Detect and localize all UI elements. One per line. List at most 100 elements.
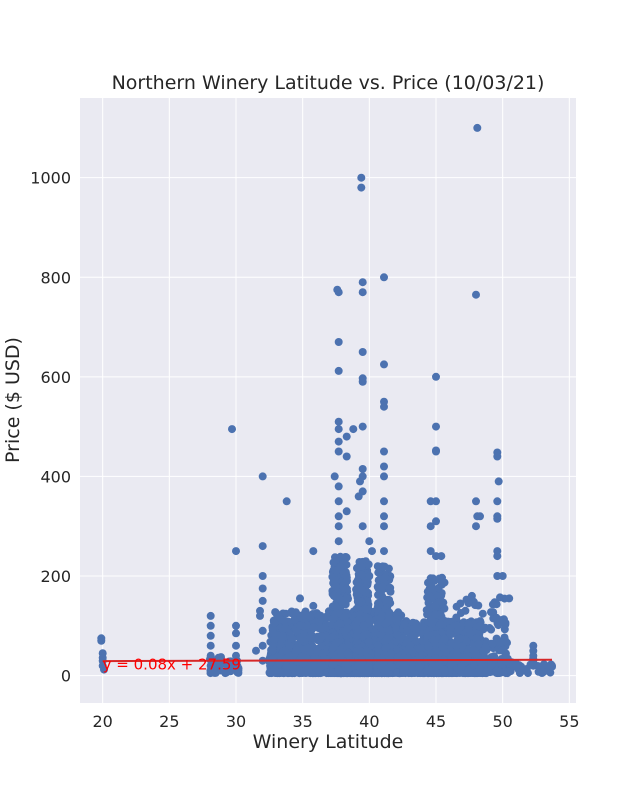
data-point: [364, 560, 373, 569]
data-point: [373, 641, 382, 650]
data-point: [464, 599, 473, 608]
data-point: [512, 662, 520, 671]
regression-group: y = 0.08x + 27.59: [102, 656, 553, 674]
data-point: [282, 662, 291, 671]
data-point: [471, 649, 480, 658]
data-point: [427, 619, 436, 628]
data-point: [402, 626, 411, 635]
data-point: [431, 610, 439, 619]
data-point: [349, 425, 358, 434]
data-point: [276, 640, 285, 649]
data-point: [362, 630, 371, 639]
data-point: [494, 621, 503, 630]
data-point: [332, 639, 340, 647]
data-point: [358, 586, 367, 595]
data-points: [97, 123, 556, 678]
data-point: [424, 591, 433, 600]
data-point: [400, 620, 409, 629]
data-point: [206, 666, 215, 675]
data-point: [309, 601, 318, 610]
data-point: [232, 629, 240, 638]
data-point: [523, 669, 532, 678]
data-point: [368, 547, 376, 556]
data-point: [281, 624, 290, 633]
data-point: [358, 377, 367, 386]
data-point: [381, 619, 390, 628]
data-point: [282, 497, 291, 506]
grid-lines: [80, 98, 576, 703]
data-point: [232, 651, 240, 660]
data-point: [488, 639, 497, 648]
x-axis-label: Winery Latitude: [253, 731, 404, 753]
data-point: [380, 360, 388, 369]
data-point: [300, 667, 309, 676]
regression-line: [102, 658, 553, 663]
data-point: [474, 640, 483, 648]
data-point: [206, 651, 215, 660]
data-point: [269, 629, 278, 638]
data-point: [100, 665, 108, 674]
y-tick-label: 1000: [30, 169, 71, 188]
data-point: [256, 611, 264, 620]
data-point: [461, 606, 470, 615]
data-point: [341, 612, 349, 621]
data-point: [452, 602, 461, 611]
data-point: [386, 587, 395, 596]
data-point: [328, 615, 337, 624]
data-point: [313, 644, 322, 653]
data-point: [473, 123, 482, 132]
data-point: [358, 465, 367, 473]
data-point: [494, 477, 503, 486]
data-point: [463, 669, 472, 678]
data-point: [415, 663, 424, 671]
data-point: [357, 562, 366, 571]
data-point: [355, 614, 364, 623]
data-point: [358, 522, 367, 531]
data-point: [437, 578, 446, 587]
data-point: [392, 614, 401, 623]
data-point: [258, 641, 267, 650]
data-point: [478, 609, 487, 618]
data-point: [334, 522, 343, 531]
data-point: [424, 642, 433, 651]
data-point: [299, 659, 308, 668]
data-point: [454, 626, 463, 635]
data-point: [331, 554, 340, 563]
data-point: [268, 646, 277, 655]
data-point: [290, 615, 299, 624]
data-point: [481, 643, 490, 652]
data-point: [423, 610, 432, 619]
x-tick-label: 35: [292, 712, 312, 731]
data-point: [377, 586, 386, 595]
data-point: [258, 584, 267, 593]
data-point: [316, 663, 324, 672]
data-point: [493, 552, 502, 561]
data-point: [364, 637, 373, 646]
data-point: [440, 635, 449, 644]
data-point: [432, 646, 441, 655]
data-point: [223, 661, 232, 670]
data-point: [380, 447, 388, 456]
data-point: [283, 668, 292, 677]
data-point: [437, 552, 446, 561]
data-point: [471, 601, 480, 610]
data-point: [318, 649, 327, 658]
data-point: [365, 572, 374, 580]
data-point: [232, 547, 240, 556]
data-point: [358, 288, 367, 297]
data-point: [330, 472, 339, 481]
data-point: [292, 646, 301, 655]
data-point: [383, 595, 392, 604]
data-point: [408, 664, 417, 673]
data-point: [426, 582, 435, 591]
data-point: [206, 621, 215, 630]
data-point: [334, 447, 343, 456]
data-point: [467, 591, 476, 600]
data-point: [496, 593, 504, 602]
data-point: [232, 661, 240, 670]
data-point: [329, 576, 338, 585]
data-point: [503, 638, 511, 647]
data-point: [336, 646, 345, 655]
data-point: [297, 652, 306, 661]
data-point: [358, 348, 367, 356]
